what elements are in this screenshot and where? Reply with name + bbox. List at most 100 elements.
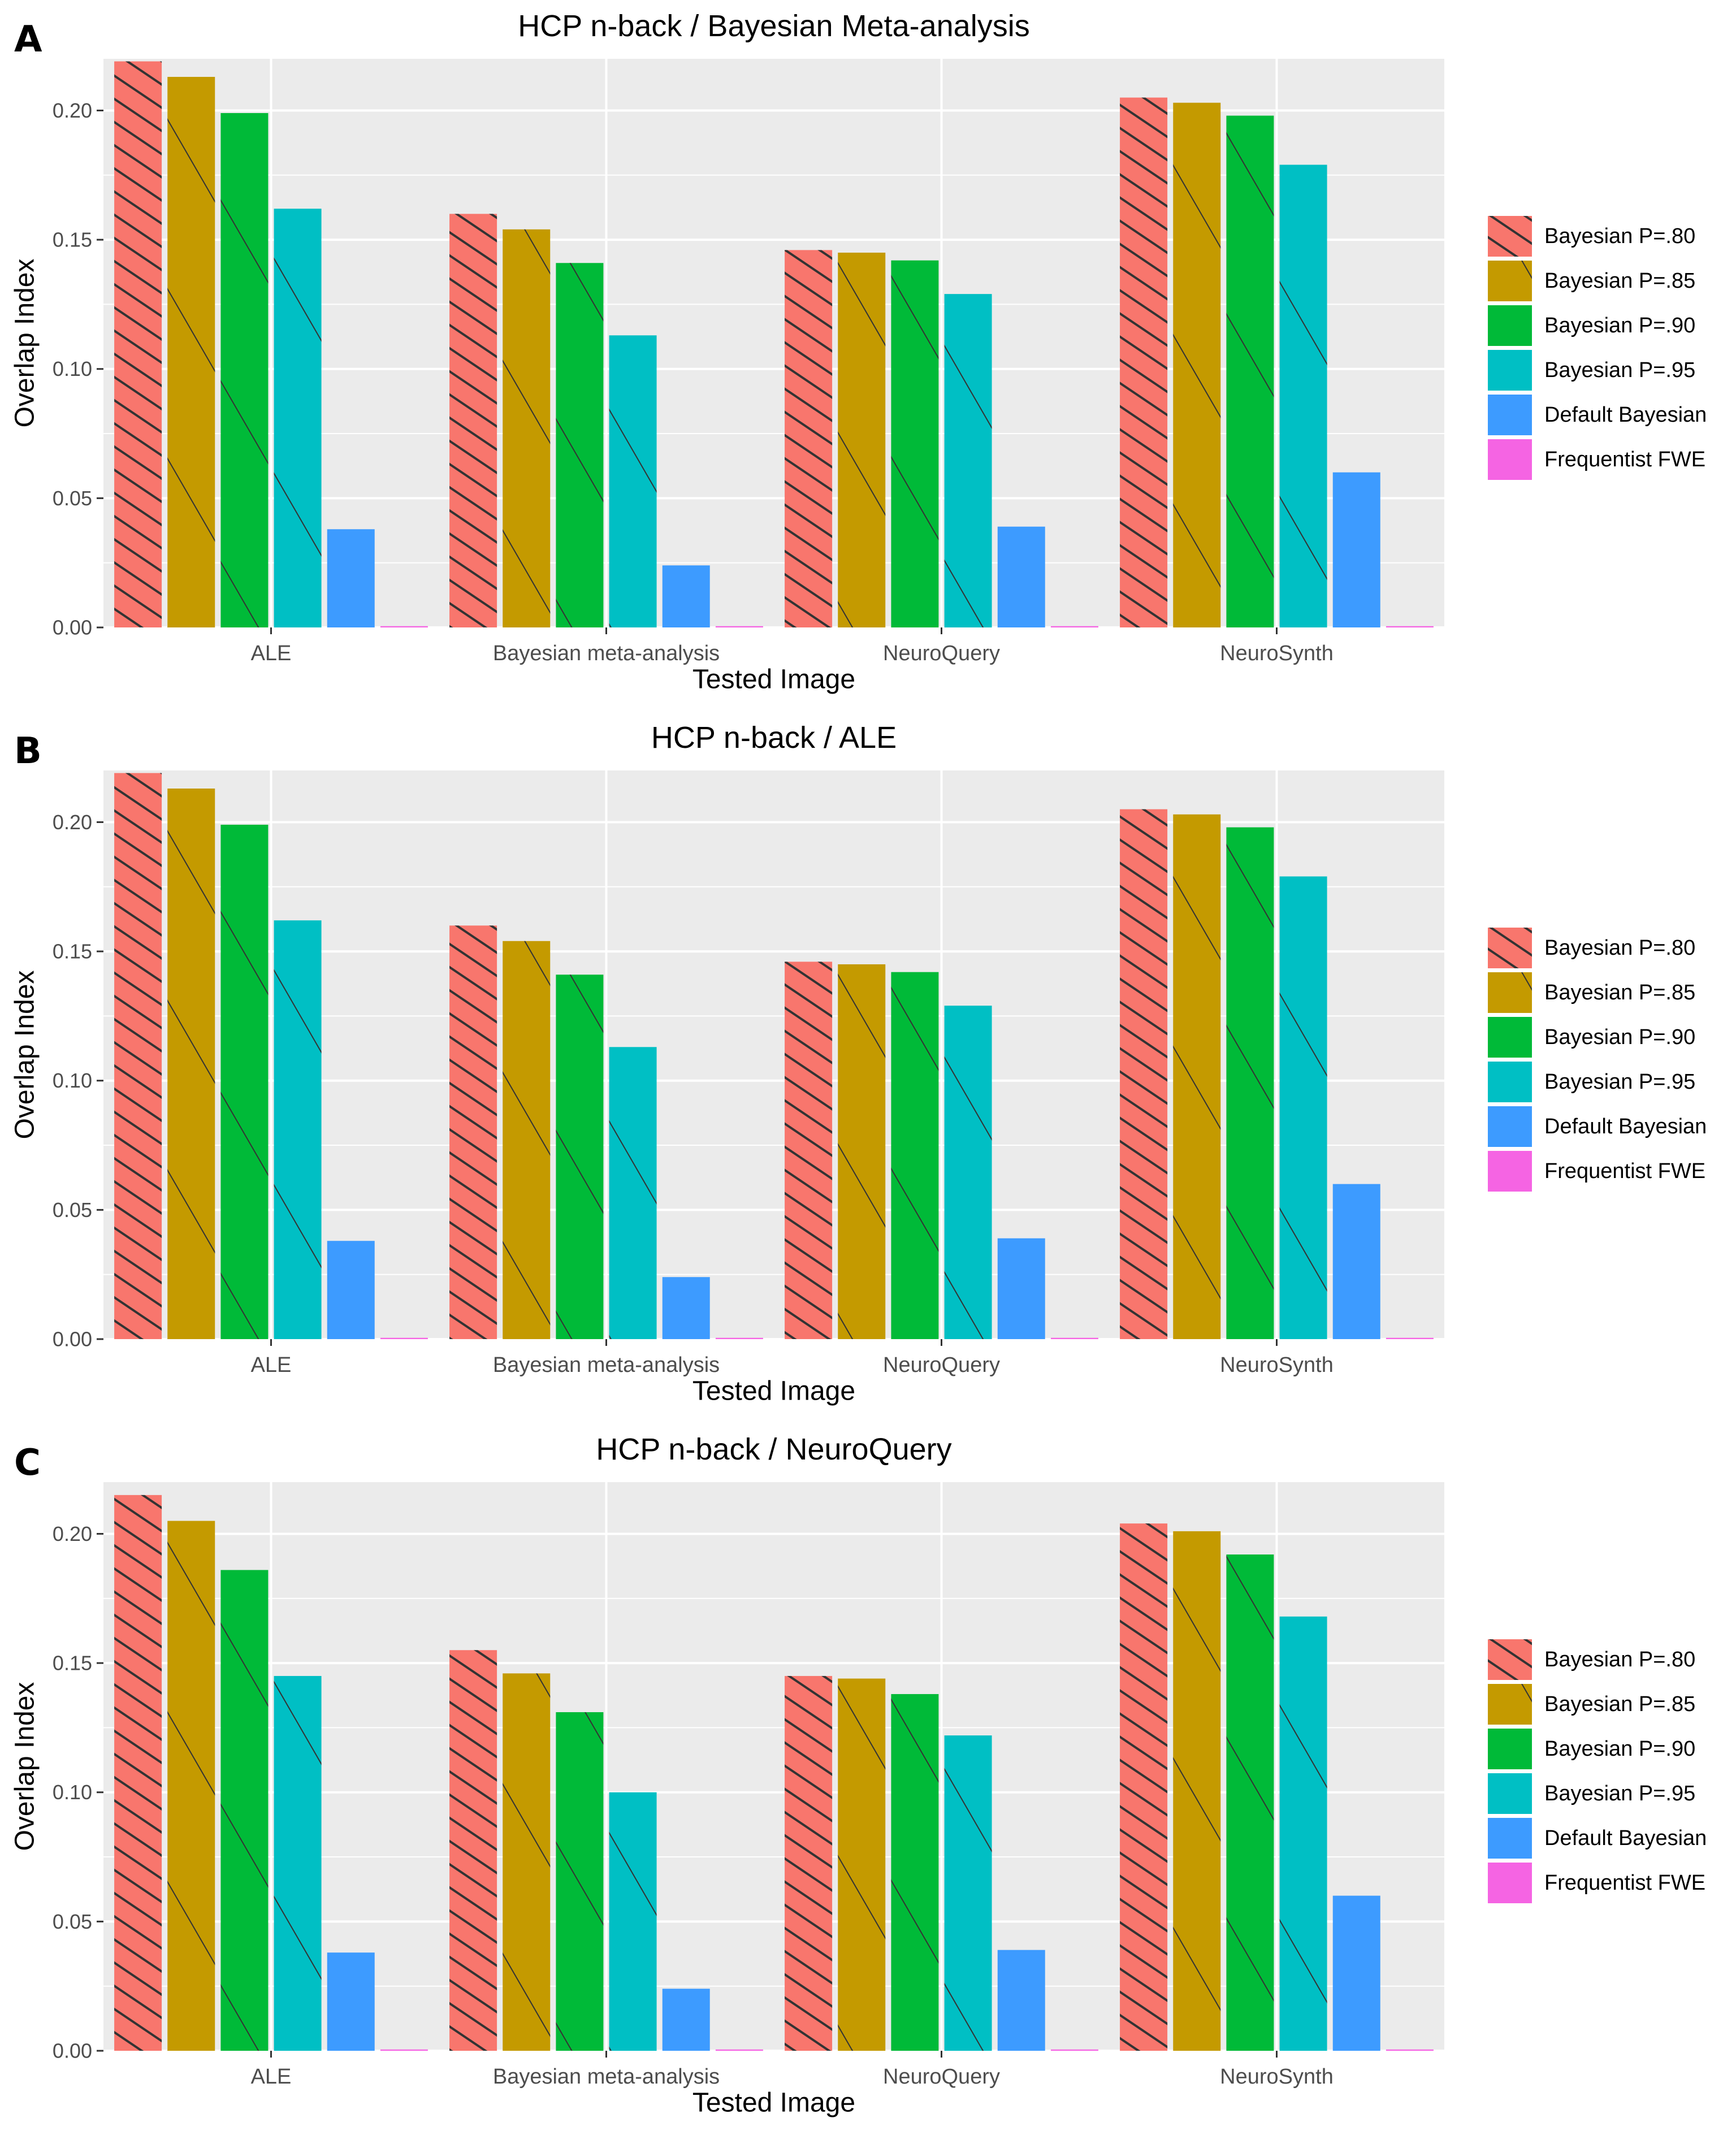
bar-fill (327, 1241, 375, 1339)
bar-hatch (891, 1694, 939, 2051)
chart-panel-b: B HCP n-back / ALE 0.00 0.05 0.10 0.15 0.20 ALE… (0, 712, 1736, 1423)
bar-bayesian-p-95-neurosynth (1279, 876, 1327, 1339)
x-tick-label-neuroquery: NeuroQuery (883, 1353, 1000, 1377)
legend-key-hatch (1488, 1773, 1532, 1814)
legend-label: Bayesian P=.95 (1544, 358, 1695, 382)
legend-item-default-bayesian: Default Bayesian (1488, 395, 1707, 435)
bar-hatch (1279, 1616, 1327, 2051)
bar-frequentist-fwe-neuroquery (1050, 1337, 1098, 1339)
legend-item-bayesian-p-85: Bayesian P=.85 (1488, 261, 1695, 301)
legend-item-bayesian-p-90: Bayesian P=.90 (1488, 1729, 1695, 1769)
legend-item-bayesian-p-90: Bayesian P=.90 (1488, 305, 1695, 346)
plot-background (103, 1482, 1444, 2051)
legend-label: Bayesian P=.95 (1544, 1070, 1695, 1094)
bar-default-bayesian-neurosynth (1332, 472, 1380, 627)
legend-key-hatch (1488, 261, 1532, 301)
legend-label: Bayesian P=.95 (1544, 1782, 1695, 1805)
legend-label: Bayesian P=.90 (1544, 314, 1695, 337)
legend-label: Default Bayesian (1544, 403, 1707, 427)
bar-fill (1386, 626, 1434, 627)
bar-hatch (274, 920, 322, 1339)
y-tick-label: 0.10 (53, 1069, 92, 1092)
legend-item-bayesian-p-85: Bayesian P=.85 (1488, 1684, 1695, 1725)
y-tick-label: 0.10 (53, 1781, 92, 1804)
legend-key-hatch (1488, 1729, 1532, 1769)
x-tick-label-bayesian-meta-analysis: Bayesian meta-analysis (493, 2065, 720, 2089)
bar-frequentist-fwe-ale (380, 1337, 428, 1339)
bar-bayesian-p-80-ale (114, 1495, 162, 2051)
legend-key-hatch (1488, 1106, 1532, 1147)
bar-bayesian-p-80-ale (114, 61, 162, 627)
y-tick-label: 0.00 (53, 2039, 92, 2063)
legend-key-hatch (1488, 305, 1532, 346)
legend-label: Bayesian P=.80 (1544, 224, 1695, 248)
bar-fill (1332, 1184, 1380, 1339)
y-tick-label: 0.05 (53, 1198, 92, 1222)
bar-frequentist-fwe-neurosynth (1386, 626, 1434, 627)
bar-fill (1050, 626, 1098, 627)
bar-default-bayesian-neurosynth (1332, 1895, 1380, 2051)
bar-bayesian-p-85-neuroquery (838, 252, 886, 627)
bar-hatch (449, 1650, 497, 2051)
bar-bayesian-p-80-bayesian-meta-analysis (449, 214, 497, 627)
bar-bayesian-p-90-neuroquery (891, 1694, 939, 2051)
bar-hatch (220, 1570, 269, 2051)
legend: Bayesian P=.80 Bayesian P=.85 Bayesian P=.… (1488, 216, 1707, 480)
legend-key-hatch (1488, 216, 1532, 257)
bar-fill (715, 626, 763, 627)
bar-frequentist-fwe-ale (380, 626, 428, 627)
bar-hatch (785, 962, 833, 1339)
legend-label: Bayesian P=.85 (1544, 269, 1695, 293)
legend-item-bayesian-p-95: Bayesian P=.95 (1488, 1773, 1695, 1814)
bar-hatch (220, 825, 269, 1339)
bar-hatch (449, 925, 497, 1339)
x-axis-title: Tested Image (692, 2088, 855, 2118)
x-tick-label-neurosynth: NeuroSynth (1220, 642, 1334, 665)
bar-bayesian-p-90-ale (220, 113, 269, 627)
bar-bayesian-p-80-ale (114, 773, 162, 1339)
bar-bayesian-p-90-bayesian-meta-analysis (556, 975, 604, 1339)
legend-key-hatch (1488, 1863, 1532, 1903)
bar-hatch (944, 1006, 992, 1339)
legend-label: Bayesian P=.80 (1544, 936, 1695, 960)
chart-panel-a: A HCP n-back / Bayesian Meta-analysis 0.00… (0, 0, 1736, 712)
bar-bayesian-p-80-neurosynth (1120, 809, 1168, 1339)
y-tick-label: 0.20 (53, 1522, 92, 1545)
plot-background (103, 770, 1444, 1339)
bar-hatch (220, 113, 269, 627)
legend-label: Bayesian P=.90 (1544, 1737, 1695, 1761)
bar-default-bayesian-bayesian-meta-analysis (662, 565, 710, 627)
bar-hatch (556, 975, 604, 1339)
bar-hatch (274, 209, 322, 628)
bar-bayesian-p-95-bayesian-meta-analysis (609, 1792, 657, 2051)
legend-key-hatch (1488, 395, 1532, 435)
legend-label: Bayesian P=.90 (1544, 1025, 1695, 1049)
bar-fill (662, 1989, 710, 2051)
bar-fill (1050, 1337, 1098, 1339)
bar-hatch (1173, 1531, 1221, 2051)
bar-bayesian-p-95-neuroquery (944, 1735, 992, 2051)
bar-default-bayesian-neuroquery (997, 1950, 1045, 2051)
bar-frequentist-fwe-bayesian-meta-analysis (715, 1337, 763, 1339)
panel-letter: A (14, 19, 42, 60)
bar-bayesian-p-85-neurosynth (1173, 1531, 1221, 2051)
bar-hatch (274, 1675, 322, 2051)
bar-bayesian-p-85-ale (167, 1521, 215, 2051)
bar-hatch (891, 972, 939, 1339)
bar-bayesian-p-90-ale (220, 1570, 269, 2051)
bar-fill (997, 526, 1045, 627)
bar-fill (1386, 1337, 1434, 1339)
bar-hatch (944, 294, 992, 627)
legend: Bayesian P=.80 Bayesian P=.85 Bayesian P=.… (1488, 928, 1707, 1192)
bar-bayesian-p-80-neuroquery (785, 250, 833, 627)
legend-key-hatch (1488, 1684, 1532, 1725)
bar-hatch (114, 61, 162, 627)
bar-bayesian-p-95-ale (274, 209, 322, 628)
bar-bayesian-p-85-bayesian-meta-analysis (503, 941, 551, 1339)
bar-fill (1332, 472, 1380, 627)
bar-hatch (556, 263, 604, 627)
bar-frequentist-fwe-neuroquery (1050, 2049, 1098, 2051)
legend: Bayesian P=.80 Bayesian P=.85 Bayesian P=.… (1488, 1639, 1707, 1903)
bar-bayesian-p-85-neurosynth (1173, 814, 1221, 1339)
bar-hatch (167, 789, 215, 1339)
